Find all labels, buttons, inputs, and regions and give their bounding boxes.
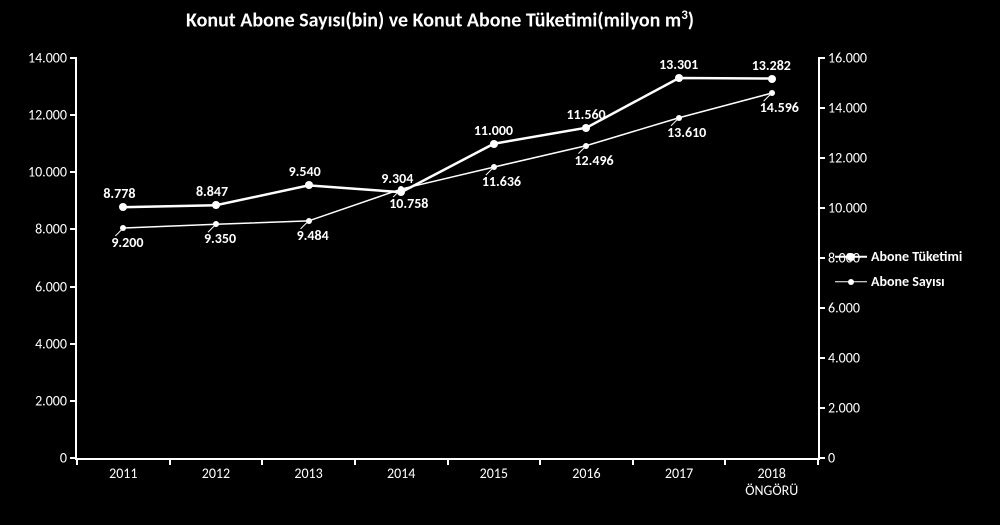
bottom-tick-mark	[447, 458, 449, 465]
data-label-sayisi: 9.350	[204, 230, 236, 247]
category-label: 2016	[572, 466, 600, 483]
chart-title: Konut Abone Sayısı(bin) ve Konut Abone T…	[0, 8, 880, 33]
category-label: 2018 ÖNGÖRÜ	[745, 466, 798, 500]
data-label-tuketimi: 9.304	[381, 170, 413, 187]
legend-dot-tuketimi	[847, 253, 855, 261]
legend-swatch-tuketimi	[835, 251, 867, 263]
data-point-sayisi	[398, 186, 404, 192]
data-label-tuketimi: 8.847	[196, 183, 228, 200]
data-point-sayisi	[306, 218, 312, 224]
right-tick-label: 6.000	[828, 300, 860, 317]
left-tick-label: 10.000	[28, 164, 67, 181]
right-tick-label: 0	[828, 450, 835, 467]
left-tick-label: 8.000	[35, 221, 67, 238]
category-label: 2012	[202, 466, 230, 483]
left-tick-mark	[70, 228, 77, 230]
data-label-sayisi: 9.484	[297, 227, 329, 244]
data-label-sayisi: 10.758	[389, 195, 428, 212]
data-label-sayisi: 12.496	[574, 152, 613, 169]
right-tick-mark	[818, 407, 825, 409]
bottom-tick-mark	[632, 458, 634, 465]
right-tick-label: 2.000	[828, 400, 860, 417]
chart-title-text-pre: Konut Abone Sayısı(bin) ve Konut Abone T…	[186, 9, 681, 33]
left-tick-label: 2.000	[35, 392, 67, 409]
right-tick-label: 12.000	[828, 150, 867, 167]
category-label: 2017	[665, 466, 693, 483]
data-label-sayisi: 11.636	[482, 173, 521, 190]
right-tick-label: 4.000	[828, 350, 860, 367]
legend-swatch-sayisi	[835, 276, 867, 288]
data-point-sayisi	[769, 90, 775, 96]
category-label: 2013	[294, 466, 322, 483]
chart-title-sup: 3	[681, 8, 688, 23]
data-label-sayisi: 14.596	[760, 99, 799, 116]
left-tick-label: 12.000	[28, 107, 67, 124]
right-tick-label: 16.000	[828, 50, 867, 67]
left-tick-mark	[70, 171, 77, 173]
right-tick-mark	[818, 207, 825, 209]
left-tick-label: 0	[60, 450, 67, 467]
bottom-tick-mark	[354, 458, 356, 465]
left-tick-label: 14.000	[28, 50, 67, 67]
bottom-tick-mark	[724, 458, 726, 465]
data-point-sayisi	[676, 115, 682, 121]
left-tick-mark	[70, 343, 77, 345]
data-point-tuketimi	[582, 124, 590, 132]
chart-title-text-post: )	[688, 9, 694, 33]
plot-area: 02.0004.0006.0008.00010.00012.00014.0000…	[75, 58, 820, 460]
data-label-tuketimi: 13.282	[752, 57, 791, 74]
legend-item-tuketimi: Abone Tüketimi	[835, 248, 962, 265]
left-tick-mark	[70, 57, 77, 59]
series-line-sayisi	[123, 93, 771, 228]
bottom-tick-mark	[261, 458, 263, 465]
data-point-tuketimi	[768, 75, 776, 83]
left-tick-label: 6.000	[35, 278, 67, 295]
data-label-sayisi: 13.610	[667, 124, 706, 141]
data-label-tuketimi: 13.301	[659, 56, 698, 73]
data-label-sayisi: 9.200	[111, 234, 143, 251]
right-tick-mark	[818, 157, 825, 159]
data-label-tuketimi: 11.000	[474, 122, 513, 139]
data-point-tuketimi	[119, 203, 127, 211]
right-tick-label: 10.000	[828, 200, 867, 217]
bottom-tick-mark	[76, 458, 78, 465]
legend-item-sayisi: Abone Sayısı	[835, 273, 962, 290]
bottom-tick-mark	[817, 458, 819, 465]
data-point-sayisi	[120, 225, 126, 231]
category-label: 2011	[109, 466, 137, 483]
bottom-tick-mark	[539, 458, 541, 465]
bottom-tick-mark	[169, 458, 171, 465]
right-tick-label: 14.000	[828, 100, 867, 117]
data-point-tuketimi	[212, 201, 220, 209]
data-label-tuketimi: 11.560	[566, 106, 605, 123]
right-tick-mark	[818, 457, 825, 459]
data-label-tuketimi: 9.540	[289, 163, 321, 180]
data-point-sayisi	[583, 143, 589, 149]
legend-label-tuketimi: Abone Tüketimi	[871, 248, 962, 265]
left-tick-mark	[70, 400, 77, 402]
right-tick-mark	[818, 107, 825, 109]
right-tick-mark	[818, 357, 825, 359]
right-tick-mark	[818, 307, 825, 309]
left-tick-label: 4.000	[35, 335, 67, 352]
chart-container: Konut Abone Sayısı(bin) ve Konut Abone T…	[0, 0, 1000, 525]
left-tick-mark	[70, 286, 77, 288]
legend-label-sayisi: Abone Sayısı	[871, 273, 945, 290]
data-point-tuketimi	[490, 140, 498, 148]
series-lines	[77, 58, 818, 458]
right-tick-mark	[818, 57, 825, 59]
data-point-tuketimi	[305, 181, 313, 189]
legend-dot-sayisi	[848, 279, 854, 285]
category-label: 2014	[387, 466, 415, 483]
data-point-tuketimi	[675, 74, 683, 82]
data-point-sayisi	[491, 164, 497, 170]
right-tick-mark	[818, 257, 825, 259]
legend: Abone Tüketimi Abone Sayısı	[835, 248, 962, 298]
data-label-tuketimi: 8.778	[103, 185, 135, 202]
left-tick-mark	[70, 114, 77, 116]
data-point-sayisi	[213, 221, 219, 227]
category-label: 2015	[480, 466, 508, 483]
